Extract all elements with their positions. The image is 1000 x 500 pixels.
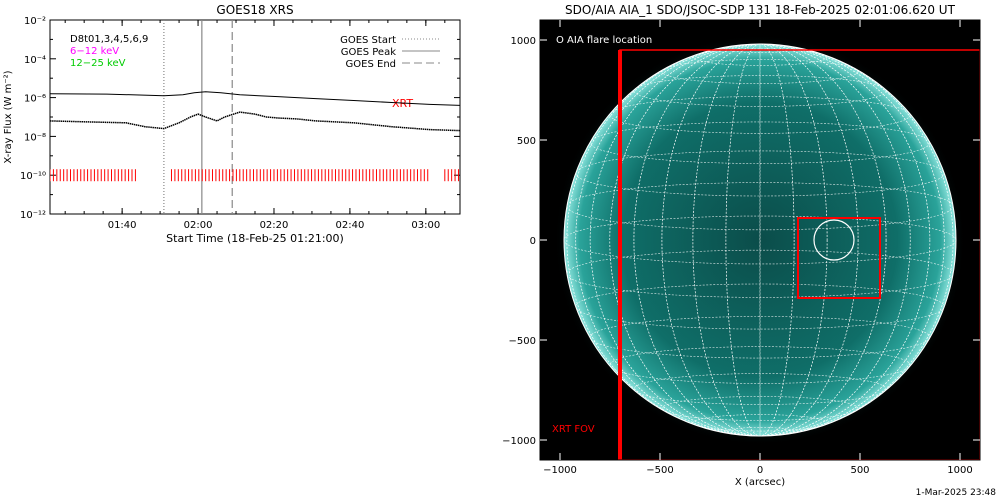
y-tick-label: −500 [509,336,536,347]
aia-x-ticks: −1000 −500 0 500 1000 [543,20,973,476]
aia-y-ticks: −1000 −500 0 500 1000 [502,36,980,447]
longitude-line [725,44,795,436]
y-tick-label: 1000 [511,36,536,47]
longitude-line [692,44,828,436]
goes-y-axis-label: X-ray Flux (W m⁻²) [3,70,14,163]
longitude-line [609,44,911,436]
legend-goes-peak: GOES Peak [341,47,396,58]
y-tick-label: −1000 [502,436,536,447]
goes-series-1 [50,91,460,106]
longitude-line [661,44,859,436]
longitude-line [589,44,931,436]
goes-xrs-panel: GOES18 XRS 10⁻¹² 10⁻¹⁰ 10⁻⁸ 10⁻⁶ 10⁻⁴ 10⁻² 01… [3,3,461,245]
legend-goes-start: GOES Start [340,35,396,46]
x-tick-label: 1000 [947,465,972,476]
longitude-line [575,44,945,436]
y-tick-label: 10⁻¹⁰ [20,171,46,182]
latitude-line [725,44,795,53]
aia-x-axis-label: X (arcsec) [735,477,785,488]
band-high-label: 12−25 keV [70,58,126,69]
detector-label: D8t01,3,4,5,6,9 [70,34,148,45]
y-tick-label: 500 [517,136,536,147]
x-tick-label: 02:00 [184,220,213,231]
x-tick-label: 01:40 [108,220,137,231]
x-tick-label: 500 [850,465,869,476]
x-tick-label: 03:00 [411,220,440,231]
goes-data-layer [50,20,460,214]
band-low-label: 6−12 keV [70,46,119,57]
y-tick-label: 0 [530,236,536,247]
y-tick-label: 10⁻⁸ [24,132,46,143]
latitude-line [725,427,795,436]
x-tick-label: 02:20 [260,220,289,231]
footer-timestamp: 1-Mar-2025 23:48 [916,488,997,498]
solar-limb [563,43,957,437]
x-tick-label: −500 [646,465,673,476]
goes-series-2 [50,111,460,132]
aia-image-panel: SDO/AIA AIA_1 SDO/JSOC-SDP 131 18-Feb-20… [502,3,996,498]
x-tick-label: 0 [757,465,763,476]
aia-title: SDO/AIA AIA_1 SDO/JSOC-SDP 131 18-Feb-20… [565,3,956,17]
y-tick-label: 10⁻⁶ [24,94,46,105]
latitude-line [661,59,859,84]
y-tick-label: 10⁻⁴ [24,55,46,66]
longitude-line [633,44,887,436]
legend-goes-end: GOES End [346,59,396,70]
goes-legend: GOES Start GOES Peak GOES End [340,35,440,70]
x-tick-label: −1000 [543,465,577,476]
y-tick-label: 10⁻² [24,16,46,27]
goes-x-axis-label: Start Time (18-Feb-25 01:21:00) [166,232,344,245]
aia-image [554,34,980,460]
latitude-line [661,396,859,421]
y-tick-label: 10⁻¹² [20,210,46,221]
aia-legend: O AIA flare location [556,35,652,46]
xrt-fov-label: XRT FOV [552,424,595,435]
longitude-line [566,44,954,436]
goes-x-ticks: 01:40 02:00 02:20 02:40 03:00 [64,20,446,231]
goes-title: GOES18 XRS [216,3,293,17]
x-tick-label: 02:40 [335,220,364,231]
goes-y-ticks: 10⁻¹² 10⁻¹⁰ 10⁻⁸ 10⁻⁶ 10⁻⁴ 10⁻² [20,16,460,221]
flare-location-circle [813,219,855,261]
heliographic-grid [564,44,956,436]
xrt-zoom-box [797,217,881,299]
